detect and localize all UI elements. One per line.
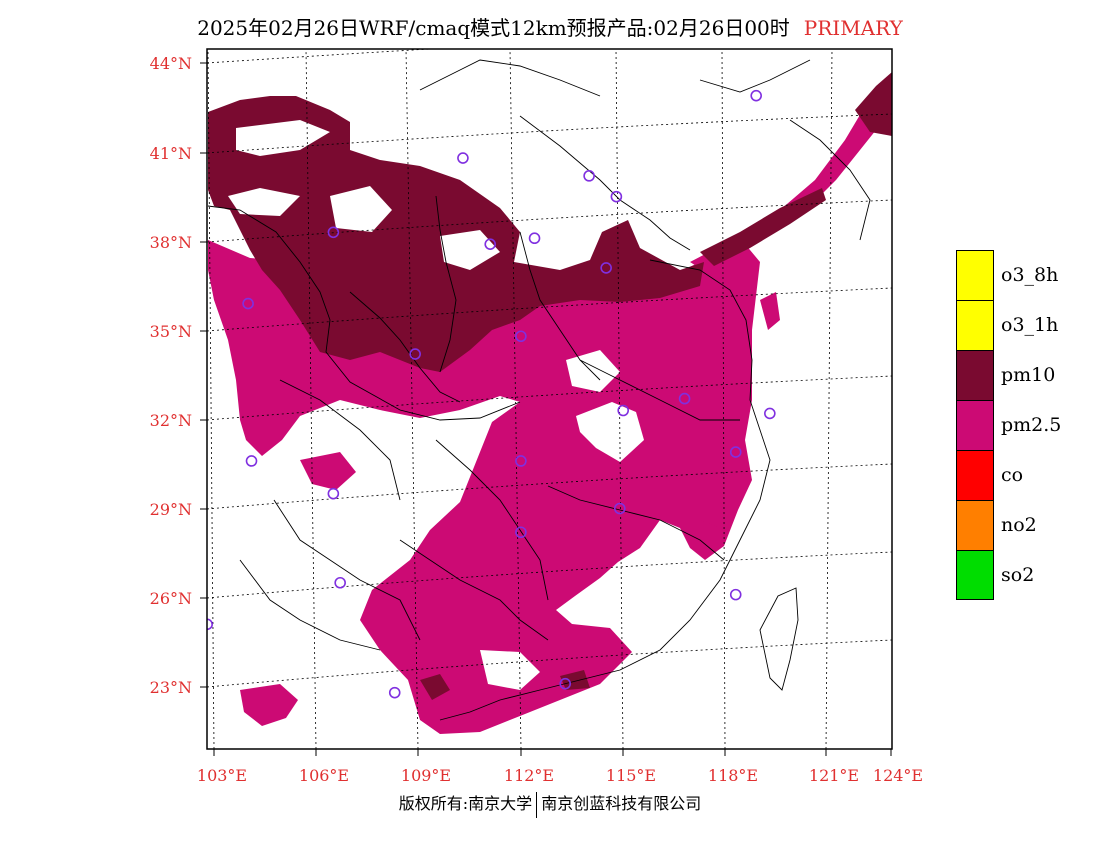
legend-swatch bbox=[956, 450, 994, 500]
circle-icon bbox=[515, 330, 527, 343]
circle-icon bbox=[388, 686, 401, 699]
title-text: 2025年02月26日WRF/cmaq模式12km预报产品:02月26日00时 bbox=[197, 16, 790, 40]
copyright-company: 南京创蓝科技有限公司 bbox=[541, 794, 702, 813]
legend-swatch bbox=[956, 550, 994, 600]
legend-item-so2: so2 bbox=[956, 550, 1061, 600]
boundary-lines bbox=[207, 59, 871, 721]
legend-label: o3_8h bbox=[1001, 264, 1059, 286]
legend-label: pm2.5 bbox=[1001, 414, 1062, 436]
lon-label: 109°E bbox=[400, 766, 452, 785]
circle-icon bbox=[327, 487, 340, 500]
lon-label: 106°E bbox=[298, 766, 350, 785]
lat-label: 44°N bbox=[149, 54, 192, 73]
circle-icon bbox=[327, 226, 340, 239]
legend-label: co bbox=[1001, 464, 1024, 486]
page-title: 2025年02月26日WRF/cmaq模式12km预报产品:02月26日00时 P… bbox=[0, 12, 1100, 41]
lat-label: 29°N bbox=[149, 500, 192, 519]
circle-icon bbox=[764, 407, 776, 420]
legend-label: pm10 bbox=[1001, 364, 1056, 386]
circle-icon bbox=[600, 262, 612, 274]
lon-label: 112°E bbox=[503, 766, 555, 785]
legend-item-pm25: pm2.5 bbox=[956, 400, 1061, 450]
copyright-owner: 版权所有:南京大学 bbox=[398, 794, 533, 813]
circle-icon bbox=[729, 446, 742, 458]
circle-icon bbox=[617, 404, 630, 417]
circle-icon bbox=[750, 89, 762, 102]
legend-swatch bbox=[956, 400, 994, 450]
pm25-area bbox=[208, 238, 760, 734]
legend: o3_8h o3_1h pm10 pm2.5 co no2 so2 bbox=[956, 250, 1061, 600]
legend-label: no2 bbox=[1001, 514, 1037, 536]
lat-label: 38°N bbox=[149, 233, 192, 252]
lon-label: 115°E bbox=[605, 766, 657, 785]
circle-icon bbox=[457, 152, 469, 164]
legend-item-pm10: pm10 bbox=[956, 350, 1061, 400]
graticule bbox=[207, 49, 892, 749]
station-markers bbox=[207, 89, 776, 699]
circle-icon bbox=[515, 455, 527, 467]
legend-swatch bbox=[956, 500, 994, 550]
lat-label: 41°N bbox=[149, 144, 192, 163]
circle-icon bbox=[528, 232, 541, 245]
axis-ticks bbox=[200, 62, 892, 756]
lon-label: 118°E bbox=[707, 766, 759, 785]
circle-icon bbox=[610, 190, 623, 203]
lat-label: 26°N bbox=[149, 589, 192, 608]
circle-icon bbox=[583, 170, 595, 182]
circle-icon bbox=[678, 392, 691, 405]
legend-swatch bbox=[956, 300, 994, 350]
lon-label: 124°E bbox=[872, 766, 924, 785]
lat-label: 23°N bbox=[149, 678, 192, 697]
footer-divider bbox=[536, 791, 538, 818]
legend-swatch bbox=[956, 350, 994, 400]
circle-icon bbox=[334, 576, 346, 589]
map-frame bbox=[206, 48, 893, 750]
circle-icon bbox=[515, 526, 527, 539]
legend-label: o3_1h bbox=[1001, 314, 1059, 336]
lat-label: 32°N bbox=[149, 411, 192, 430]
circle-icon bbox=[484, 238, 497, 250]
legend-item-o3-8h: o3_8h bbox=[956, 250, 1061, 300]
circle-icon bbox=[245, 455, 258, 467]
legend-item-co: co bbox=[956, 450, 1061, 500]
circle-icon bbox=[613, 502, 626, 515]
lat-label: 35°N bbox=[149, 322, 192, 341]
copyright-footer: 版权所有:南京大学 南京创蓝科技有限公司 bbox=[0, 790, 1100, 818]
lon-label: 103°E bbox=[196, 766, 248, 785]
legend-swatch bbox=[956, 250, 994, 300]
circle-icon bbox=[242, 297, 254, 310]
circle-icon bbox=[729, 588, 742, 601]
legend-item-no2: no2 bbox=[956, 500, 1061, 550]
legend-item-o3-1h: o3_1h bbox=[956, 300, 1061, 350]
lon-label: 121°E bbox=[808, 766, 860, 785]
legend-label: so2 bbox=[1001, 564, 1035, 586]
circle-icon bbox=[559, 677, 572, 690]
primary-tag: PRIMARY bbox=[803, 16, 903, 40]
circle-icon bbox=[409, 348, 421, 360]
